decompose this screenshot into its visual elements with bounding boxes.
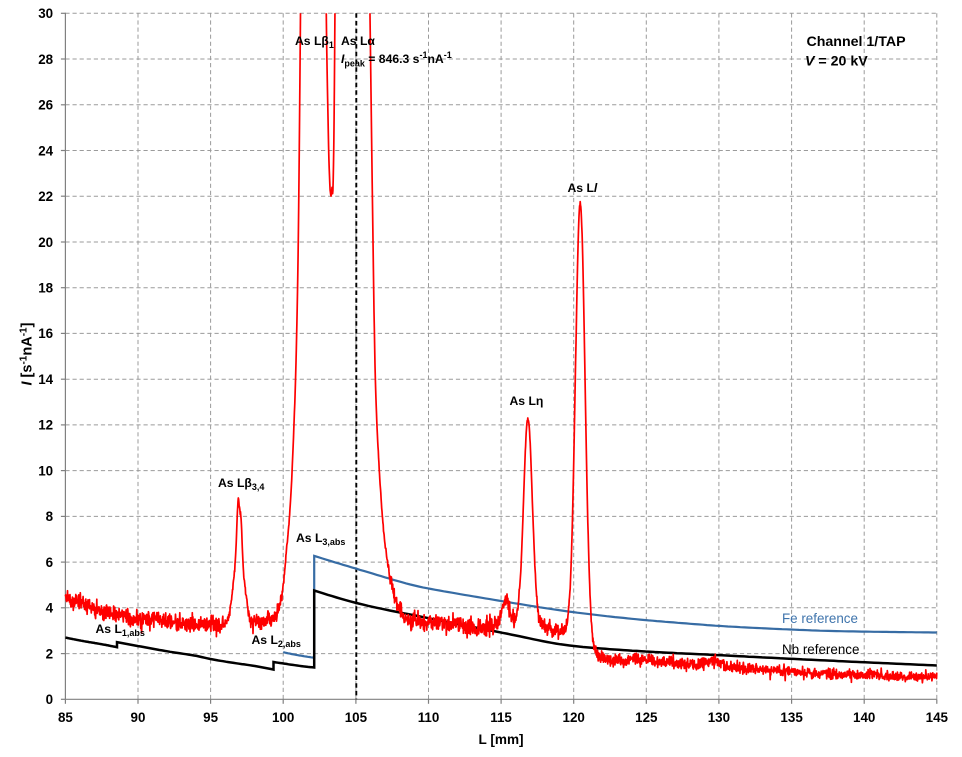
svg-text:Fe reference: Fe reference <box>782 611 858 626</box>
svg-text:28: 28 <box>38 52 53 67</box>
svg-text:120: 120 <box>563 710 585 725</box>
svg-text:135: 135 <box>780 710 803 725</box>
svg-text:10: 10 <box>38 463 53 478</box>
svg-text:95: 95 <box>203 710 218 725</box>
svg-text:2: 2 <box>46 646 53 661</box>
svg-text:115: 115 <box>490 710 512 725</box>
svg-text:As Lη: As Lη <box>510 394 544 408</box>
svg-text:16: 16 <box>38 326 53 341</box>
svg-text:As Lα: As Lα <box>341 34 375 48</box>
svg-text:20: 20 <box>38 235 53 250</box>
svg-text:26: 26 <box>38 98 53 113</box>
svg-text:L [mm]: L [mm] <box>479 732 524 747</box>
svg-text:As Lβ1: As Lβ1 <box>295 34 334 50</box>
svg-text:30: 30 <box>38 6 53 21</box>
svg-text:12: 12 <box>38 418 53 433</box>
svg-text:140: 140 <box>853 710 875 725</box>
svg-text:130: 130 <box>708 710 730 725</box>
svg-text:4: 4 <box>46 601 54 616</box>
svg-text:Ipeak = 846.3 s-1nA-1: Ipeak = 846.3 s-1nA-1 <box>341 50 452 69</box>
svg-text:I [s-1nA-1]: I [s-1nA-1] <box>19 322 36 385</box>
svg-text:105: 105 <box>345 710 368 725</box>
svg-text:145: 145 <box>926 710 949 725</box>
svg-text:85: 85 <box>58 710 73 725</box>
svg-text:100: 100 <box>272 710 294 725</box>
svg-text:22: 22 <box>38 189 53 204</box>
svg-text:6: 6 <box>46 555 53 570</box>
svg-text:14: 14 <box>38 372 53 387</box>
svg-text:24: 24 <box>38 143 53 158</box>
svg-text:18: 18 <box>38 281 53 296</box>
svg-text:125: 125 <box>635 710 658 725</box>
svg-text:110: 110 <box>418 710 440 725</box>
svg-text:As Ll: As Ll <box>568 181 598 195</box>
svg-text:90: 90 <box>131 710 146 725</box>
svg-text:Channel 1/TAP: Channel 1/TAP <box>807 34 906 50</box>
svg-text:8: 8 <box>46 509 54 524</box>
svg-text:V = 20 kV: V = 20 kV <box>805 54 868 70</box>
svg-text:Nb reference: Nb reference <box>782 642 859 657</box>
svg-text:0: 0 <box>46 692 53 707</box>
